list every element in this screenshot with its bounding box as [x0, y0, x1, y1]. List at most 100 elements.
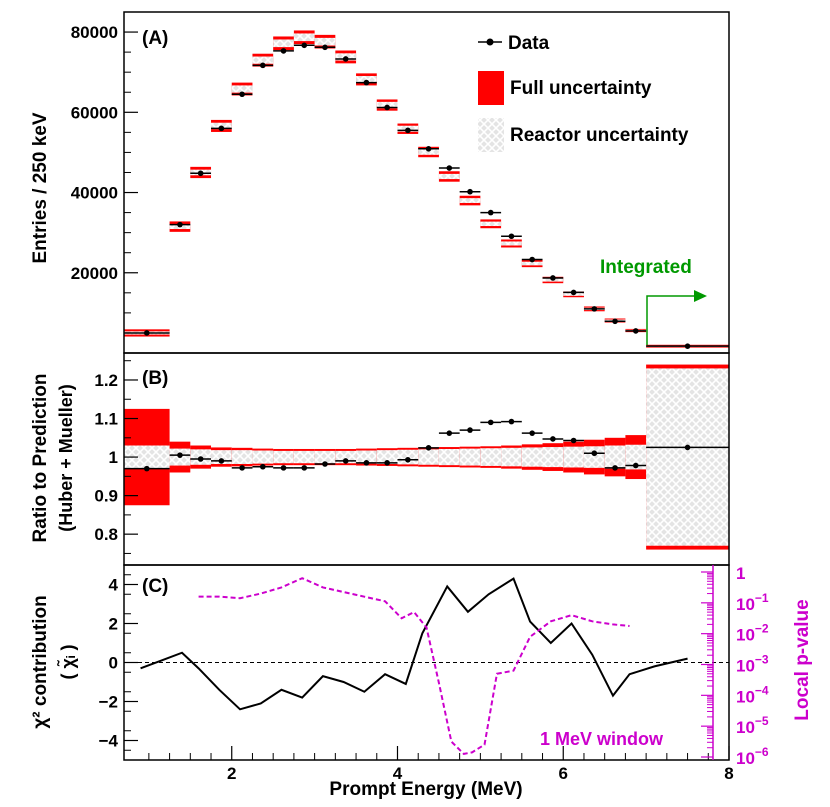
data-point-a	[446, 165, 453, 171]
ratio-point	[425, 445, 432, 451]
y-tick-label-b: 1.2	[94, 371, 118, 390]
y-tick-label-a: 80000	[71, 23, 118, 42]
data-point-a	[342, 56, 349, 62]
reactor-uncertainty-box-b	[231, 450, 253, 465]
data-point-a	[177, 221, 183, 228]
legend-entry-data: Data	[478, 33, 550, 54]
legend-data-label: Data	[508, 33, 550, 54]
integrated-arrow-head	[694, 290, 707, 302]
panel-c-label: (C)	[142, 576, 168, 597]
ratio-point	[384, 460, 390, 466]
panel-c-right-axis-ticks: 1 10−1 10−2 10−3 10−4 10−5 10−6	[701, 564, 769, 768]
reactor-uncertainty-box-a	[293, 33, 315, 42]
right-tick-label: 10−6	[736, 745, 769, 768]
legend-full-swatch	[478, 71, 504, 105]
reactor-uncertainty-box-b	[376, 450, 398, 465]
data-point-a	[487, 209, 494, 216]
chi2-contribution-line	[140, 577, 688, 711]
panel-b-marks	[124, 364, 729, 550]
panel-b-label: (B)	[142, 368, 168, 389]
legend: Data Full uncertainty Reactor uncertaint…	[478, 33, 689, 152]
reactor-uncertainty-box-b	[335, 450, 357, 464]
ratio-point	[405, 456, 411, 463]
reactor-uncertainty-box-b	[583, 446, 605, 468]
reactor-uncertainty-box-b	[459, 448, 481, 466]
data-point-a	[570, 289, 577, 296]
ratio-point	[550, 436, 556, 442]
data-point-a	[363, 79, 370, 86]
ratio-point	[508, 418, 515, 425]
panel-a-frame	[123, 11, 730, 354]
ratio-point	[591, 450, 598, 457]
panel-a-marks	[124, 30, 729, 349]
reactor-uncertainty-box-b	[480, 448, 502, 466]
reactor-uncertainty-box-a	[418, 149, 439, 155]
reactor-uncertainty-box-a	[252, 56, 274, 64]
legend-entry-full: Full uncertainty	[478, 71, 652, 105]
window-annotation: 1 MeV window	[540, 729, 664, 749]
y-tick-label-c: −4	[99, 732, 119, 751]
reactor-uncertainty-box-a	[314, 37, 336, 46]
data-point-a	[591, 306, 598, 312]
ratio-point	[363, 460, 370, 466]
x-axis-label: Prompt Energy (MeV)	[329, 779, 522, 800]
reactor-uncertainty-box-a	[231, 85, 253, 93]
y-tick-label-a: 60000	[71, 103, 118, 122]
ratio-point	[446, 430, 453, 436]
legend-reactor-swatch	[478, 118, 504, 152]
panel-c-y-axis-label: χ² contribution	[30, 595, 51, 728]
ratio-point	[197, 456, 204, 462]
reactor-uncertainty-box-b	[356, 450, 377, 464]
y-tick-label-b: 0.8	[94, 525, 118, 544]
y-tick-label-b: 0.9	[94, 487, 118, 506]
ratio-point	[143, 465, 150, 472]
panel-a-y-ticks: 20000 40000 60000 80000	[71, 23, 138, 334]
data-point-a	[143, 330, 150, 336]
integrated-label: Integrated	[600, 257, 692, 278]
reactor-uncertainty-box-b	[625, 444, 647, 470]
legend-full-label: Full uncertainty	[510, 78, 652, 99]
data-point-a	[405, 127, 411, 134]
panel-c-y-ticks: −4 −2 0 2 4	[99, 574, 138, 751]
legend-reactor-label: Reactor uncertainty	[510, 125, 689, 146]
integrated-arrow-line	[646, 295, 694, 345]
y-tick-label-a: 40000	[71, 184, 118, 203]
data-point-a	[508, 233, 515, 240]
panel-a: 20000 40000 60000 80000 (A) Entries / 250 k…	[30, 11, 730, 354]
right-tick-label: 10−2	[736, 622, 769, 645]
data-point-a	[550, 275, 556, 281]
panel-c-marks	[124, 577, 729, 755]
panel-a-label: (A)	[142, 28, 168, 49]
ratio-point	[684, 444, 691, 451]
legend-data-marker	[486, 38, 494, 46]
legend-entry-reactor: Reactor uncertainty	[478, 118, 689, 152]
ratio-point	[529, 430, 535, 436]
ratio-point	[487, 419, 494, 426]
ratio-point	[177, 452, 183, 458]
reactor-uncertainty-box-b	[438, 448, 460, 466]
y-tick-label-c: −2	[99, 693, 118, 712]
reactor-uncertainty-box-b	[124, 445, 170, 469]
reactor-uncertainty-box-b	[293, 450, 315, 464]
reactor-uncertainty-box-b	[542, 447, 564, 468]
data-point-a	[197, 170, 204, 177]
ratio-point	[322, 461, 328, 467]
data-point-a	[280, 48, 287, 54]
reactor-uncertainty-box-a	[438, 173, 460, 180]
y-tick-label-c: 0	[109, 654, 118, 673]
right-tick-label: 10−4	[736, 683, 769, 706]
x-tick-label: 4	[393, 764, 403, 783]
reactor-uncertainty-box-b	[273, 450, 294, 464]
y-tick-label-a: 20000	[71, 264, 118, 283]
p-value-line	[198, 577, 630, 755]
data-point-a	[260, 62, 266, 69]
y-tick-label-b: 1.1	[94, 410, 118, 429]
panel-b-y-axis-label: Ratio to Prediction	[30, 374, 51, 543]
reactor-uncertainty-box-b	[521, 447, 543, 467]
panel-a-y-axis-label: Entries / 250 keV	[30, 112, 51, 263]
reactor-uncertainty-box-b	[563, 446, 584, 468]
right-tick-label: 1	[736, 564, 745, 583]
data-point-a	[684, 343, 691, 349]
right-tick-label: 10−3	[736, 653, 769, 676]
